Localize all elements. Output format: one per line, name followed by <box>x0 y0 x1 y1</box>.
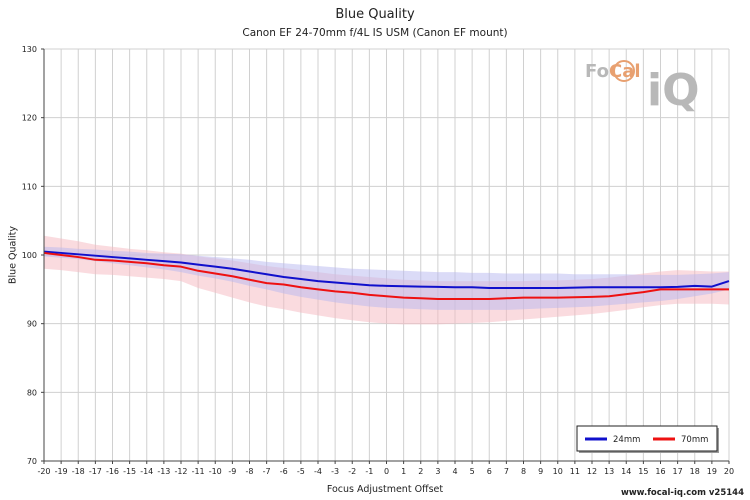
x-tick-label: -18 <box>72 467 85 476</box>
band-24mm <box>44 246 729 310</box>
series-line-24mm <box>43 250 730 289</box>
logo-part-3: iQ <box>647 65 700 115</box>
y-tick-label: 100 <box>22 251 37 260</box>
x-tick-label: 3 <box>435 467 440 476</box>
x-tick-label: 14 <box>621 467 631 476</box>
x-tick-label: 11 <box>570 467 580 476</box>
x-tick-label: 2 <box>418 467 423 476</box>
version-text: www.focal-iq.com v25144 <box>620 488 744 498</box>
x-tick-label: -1 <box>365 467 373 476</box>
x-tick-label: -8 <box>246 467 254 476</box>
x-tick-label: -10 <box>209 467 222 476</box>
chart-title: Blue Quality <box>335 7 415 22</box>
lines <box>43 250 730 300</box>
x-tick-label: 6 <box>487 467 492 476</box>
x-tick-label: 18 <box>690 467 700 476</box>
x-tick-label: 17 <box>673 467 683 476</box>
x-tick-label: 13 <box>604 467 614 476</box>
x-tick-label: -3 <box>331 467 339 476</box>
x-tick-label: 7 <box>504 467 509 476</box>
x-tick-label: -4 <box>314 467 322 476</box>
x-tick-label: 19 <box>707 467 717 476</box>
x-tick-label: 9 <box>538 467 543 476</box>
chart-subtitle: Canon EF 24-70mm f/4L IS USM (Canon EF m… <box>242 27 508 39</box>
x-tick-label: -15 <box>123 467 136 476</box>
x-tick-label: -13 <box>157 467 170 476</box>
x-tick-label: -11 <box>192 467 205 476</box>
x-tick-label: -2 <box>348 467 356 476</box>
x-tick-label: 10 <box>553 467 563 476</box>
y-tick-label: 110 <box>22 182 37 191</box>
y-tick-label: 90 <box>27 320 37 329</box>
x-tick-label: -9 <box>228 467 236 476</box>
axes <box>41 48 730 464</box>
y-ticks: 70 80 90 100 110 120 130 <box>22 45 37 466</box>
bands <box>44 235 729 325</box>
x-tick-label: -12 <box>174 467 187 476</box>
series-line-70mm <box>43 251 729 300</box>
x-tick-label: -5 <box>297 467 305 476</box>
x-tick-label: 4 <box>452 467 457 476</box>
y-tick-label: 70 <box>27 457 37 466</box>
y-tick-label: 120 <box>22 114 37 123</box>
x-ticks: -20 -19 -18 -17 -16 -15 -14 -13 -12 -11 -10 -9 -8 -7-… <box>37 467 734 476</box>
x-tick-label: 8 <box>521 467 526 476</box>
x-tick-label: -7 <box>263 467 271 476</box>
x-tick-label: -16 <box>106 467 119 476</box>
x-tick-label: 12 <box>587 467 597 476</box>
x-tick-label: 0 <box>384 467 389 476</box>
x-tick-label: 5 <box>470 467 475 476</box>
x-tick-label: -17 <box>89 467 102 476</box>
legend-label-70mm: 70mm <box>681 435 708 445</box>
legend: 24mm 70mm <box>576 425 719 453</box>
focal-iq-logo: Fo Cal iQ <box>585 60 700 115</box>
x-tick-label: -19 <box>55 467 68 476</box>
legend-label-24mm: 24mm <box>613 435 640 445</box>
x-axis-label: Focus Adjustment Offset <box>326 484 444 495</box>
y-tick-label: 130 <box>22 45 37 54</box>
x-tick-label: -20 <box>37 467 50 476</box>
x-tick-label: -6 <box>280 467 288 476</box>
y-tick-label: 80 <box>27 388 37 397</box>
logo-part-1: Fo <box>585 61 609 82</box>
x-tick-label: -14 <box>140 467 153 476</box>
x-tick-label: 15 <box>638 467 648 476</box>
x-tick-label: 1 <box>401 467 406 476</box>
x-tick-label: 16 <box>655 467 665 476</box>
x-tick-label: 20 <box>724 467 734 476</box>
